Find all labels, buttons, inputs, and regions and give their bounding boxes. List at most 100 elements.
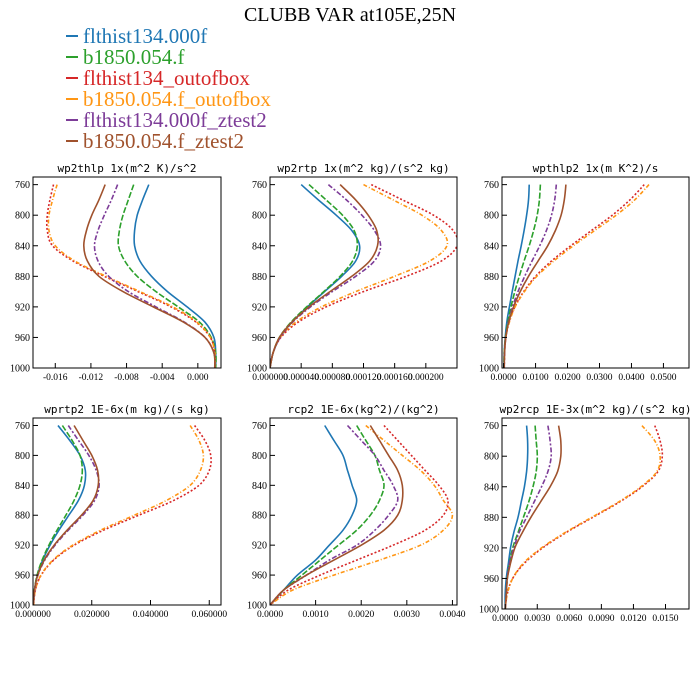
series-line: [503, 184, 567, 368]
series-line: [117, 184, 217, 368]
x-tick-label: 0.000000: [15, 610, 51, 620]
legend-item: flthist134.000f: [66, 26, 271, 47]
plot-frame: [269, 176, 458, 369]
x-tick-label: 0.0200: [554, 373, 580, 383]
legend-item: b1850.054.f_outofbox: [66, 89, 271, 110]
x-tick-label: 0.0000: [257, 610, 283, 620]
legend-label: flthist134.000f_ztest2: [83, 108, 267, 132]
plot-frame: [501, 417, 690, 610]
legend-item: b1850.054.f_ztest2: [66, 131, 271, 152]
y-tick-label: 840: [15, 481, 30, 492]
series-line: [503, 184, 558, 368]
x-tick-label: 0.000080: [315, 373, 351, 383]
x-tick-label: 0.040000: [133, 610, 169, 620]
y-tick-label: 1000: [247, 601, 267, 612]
legend: flthist134.000f b1850.054.f flthist134_o…: [66, 26, 271, 152]
series-line: [33, 425, 84, 605]
series-line: [270, 424, 454, 605]
legend-swatch: [66, 56, 78, 59]
x-tick-label: 0.000120: [346, 373, 382, 383]
x-tick-label: 0.0020: [348, 610, 374, 620]
y-tick-label: 760: [252, 180, 267, 191]
series-line: [47, 184, 216, 368]
y-tick-label: 800: [252, 451, 267, 462]
series-line: [270, 425, 358, 605]
series-line: [270, 184, 359, 368]
y-tick-label: 760: [15, 180, 30, 191]
series-line: [45, 184, 216, 368]
x-tick-label: 0.060000: [191, 610, 227, 620]
y-tick-label: 840: [484, 482, 499, 493]
series-line: [270, 184, 379, 368]
y-tick-label: 920: [15, 302, 30, 313]
panel-title: wp2rcp 1E-3x(m^2 kg)/(s^2 kg): [499, 403, 691, 416]
legend-item: flthist134.000f_ztest2: [66, 110, 271, 131]
y-tick-label: 960: [252, 333, 267, 344]
series-line: [33, 425, 212, 605]
chart-panel: wp2rcp 1E-3x(m^2 kg)/(s^2 kg)760 800 840 88…: [479, 403, 692, 624]
x-tick-label: 0.020000: [74, 610, 110, 620]
x-tick-label: 0.000000: [252, 373, 288, 383]
series-line: [33, 425, 87, 605]
y-tick-label: 960: [15, 571, 30, 582]
y-tick-label: 840: [252, 241, 267, 252]
y-tick-label: 760: [15, 421, 30, 432]
y-tick-label: 880: [15, 511, 30, 522]
y-tick-label: 880: [15, 272, 30, 283]
chart-panel: wprtp2 1E-6x(m kg)/(s kg) 760 800 840 880 920…: [10, 403, 227, 620]
y-tick-label: 1000: [10, 601, 30, 612]
y-tick-label: 920: [252, 302, 267, 313]
x-tick-label: 0.0300: [586, 373, 612, 383]
y-tick-label: 840: [252, 481, 267, 492]
panel-title: wpthlp2 1x(m K^2)/s: [533, 162, 659, 175]
panel-title: wp2rtp 1x(m^2 kg)/(s^2 kg): [277, 162, 449, 175]
legend-swatch: [66, 119, 78, 122]
y-tick-label: 920: [252, 541, 267, 552]
x-tick-label: 0.000: [187, 373, 209, 383]
series-line: [133, 184, 217, 368]
y-tick-label: 760: [484, 421, 499, 432]
y-tick-label: 1000: [479, 364, 499, 375]
y-tick-label: 1000: [479, 605, 499, 616]
legend-label: b1850.054.f: [83, 45, 185, 69]
x-tick-label: 0.0100: [523, 373, 549, 383]
y-tick-label: 800: [252, 211, 267, 222]
series-line: [503, 184, 650, 368]
legend-item: b1850.054.f: [66, 47, 271, 68]
x-tick-label: 0.0150: [652, 614, 678, 624]
y-tick-label: 760: [484, 180, 499, 191]
series-line: [504, 425, 539, 609]
plot-frame: [32, 417, 222, 606]
chart-panel: rcp2 1E-6x(kg^2)/(kg^2) 760 800 840 880 920 96…: [247, 403, 466, 620]
y-tick-label: 880: [484, 272, 499, 283]
series-line: [270, 183, 457, 368]
y-tick-label: 960: [484, 333, 499, 344]
chart-panel: wpthlp2 1x(m K^2)/s 760 800 840 880 920 960 100…: [479, 162, 690, 383]
series-line: [270, 183, 382, 368]
series-line: [503, 184, 530, 368]
y-tick-label: 880: [484, 513, 499, 524]
series-line: [504, 425, 529, 609]
x-tick-label: 0.0060: [556, 614, 582, 624]
y-tick-label: 800: [484, 211, 499, 222]
y-tick-label: 920: [484, 543, 499, 554]
x-tick-label: 0.000160: [377, 373, 413, 383]
x-tick-label: 0.0120: [620, 614, 646, 624]
y-tick-label: 960: [15, 333, 30, 344]
panel-title: wprtp2 1E-6x(m kg)/(s kg): [44, 403, 210, 416]
x-tick-label: 0.0500: [650, 373, 676, 383]
x-tick-label: 0.0000: [492, 614, 518, 624]
x-tick-label: -0.012: [79, 373, 104, 383]
legend-label: flthist134_outofbox: [83, 66, 250, 90]
series-line: [270, 425, 404, 605]
legend-label: b1850.054.f_outofbox: [83, 87, 271, 111]
series-line: [504, 425, 562, 609]
y-tick-label: 840: [15, 241, 30, 252]
chart-panel: wp2thlp 1x(m^2 K)/s^2 760 800 840 880 920 960 1…: [10, 162, 222, 383]
y-tick-label: 880: [252, 272, 267, 283]
panel-title: rcp2 1E-6x(kg^2)/(kg^2): [287, 403, 439, 416]
y-tick-label: 1000: [247, 364, 267, 375]
x-tick-label: 0.0040: [439, 610, 465, 620]
y-tick-label: 960: [484, 574, 499, 585]
plot-frame: [501, 176, 690, 369]
